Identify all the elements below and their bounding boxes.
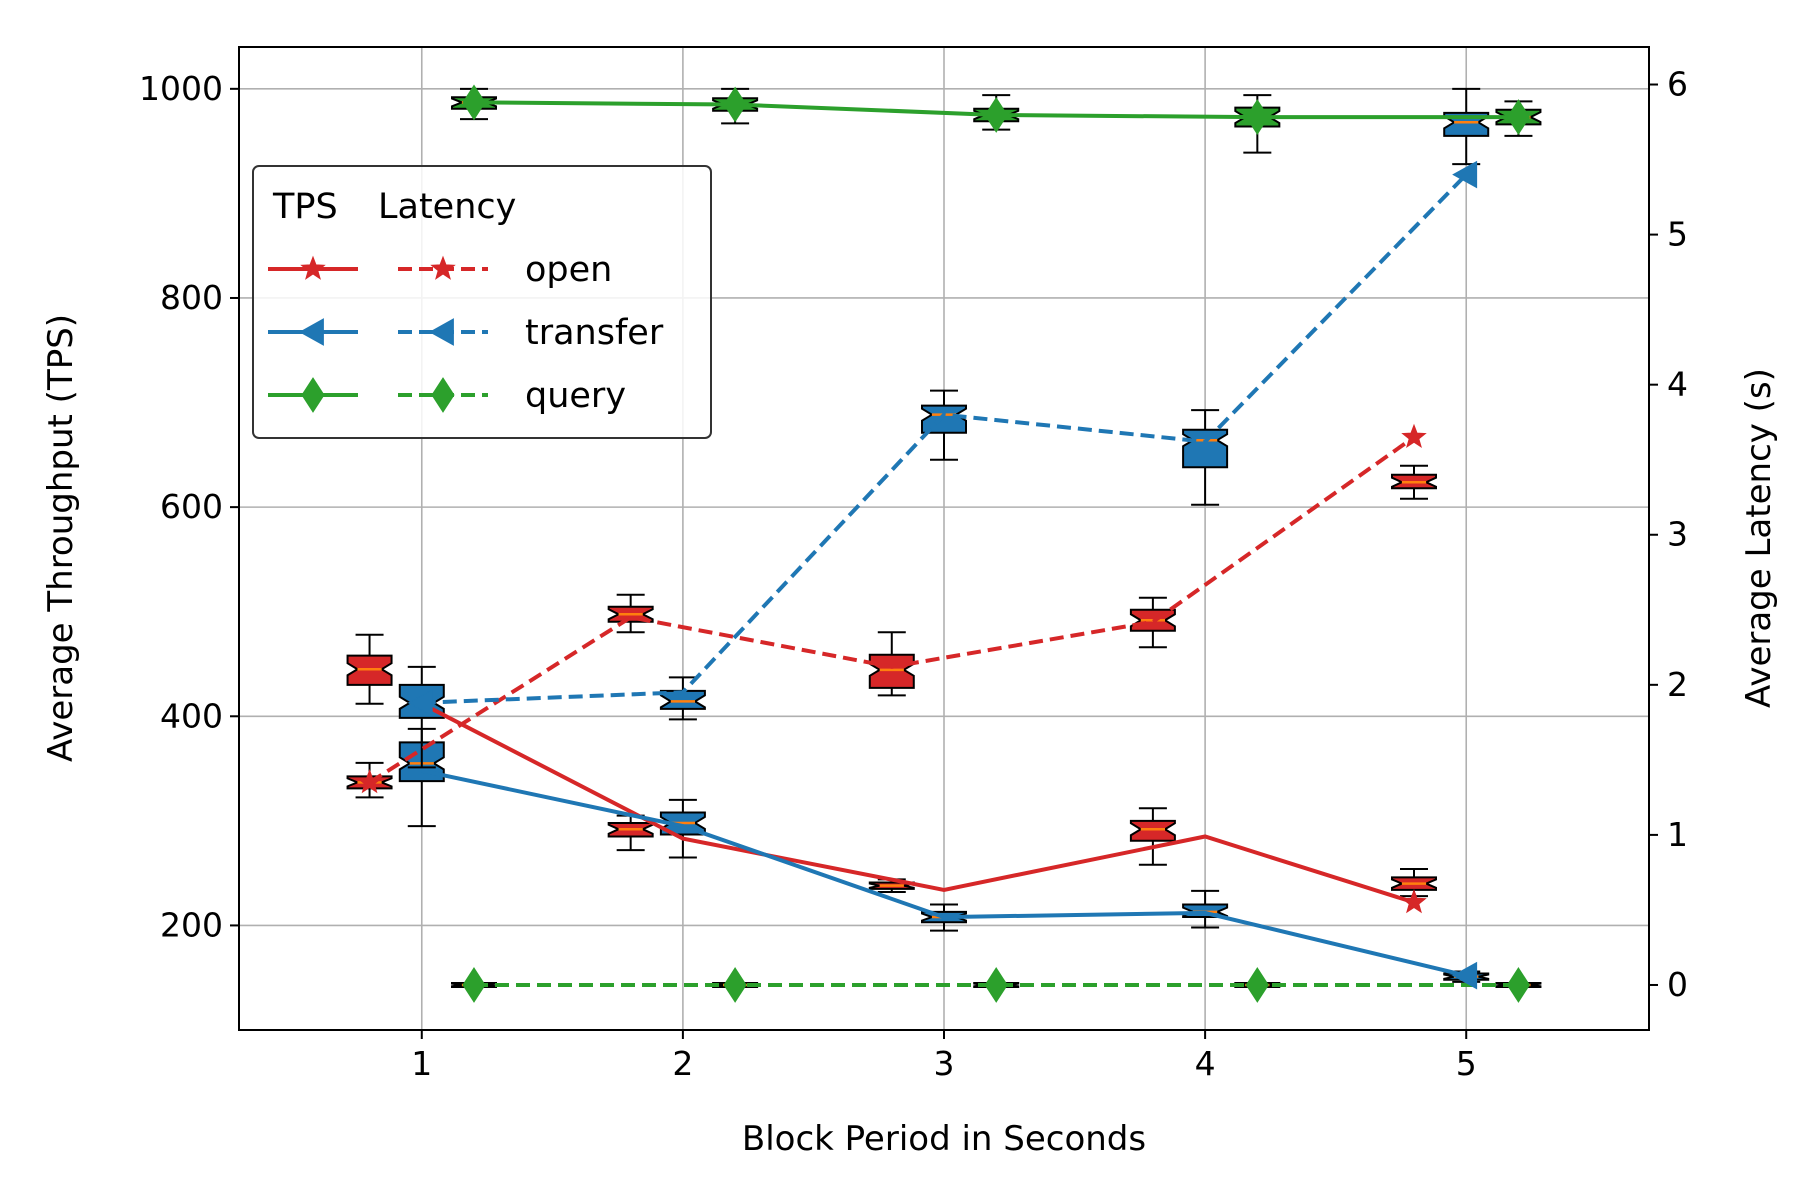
x-tick-label: 3 bbox=[934, 1044, 955, 1083]
legend: TPS Latency open transfer query bbox=[252, 165, 712, 439]
series-marker-query bbox=[1506, 99, 1531, 135]
y-tick-label-right: 0 bbox=[1667, 965, 1688, 1004]
series-marker-query bbox=[984, 97, 1008, 133]
x-tick-label: 4 bbox=[1195, 1044, 1216, 1083]
boxplot bbox=[346, 633, 393, 705]
y-tick-label-right: 4 bbox=[1667, 365, 1688, 404]
legend-header-latency: Latency bbox=[378, 187, 516, 227]
series-marker-query bbox=[1245, 967, 1269, 1003]
legend-marker-tps-transfer bbox=[298, 318, 324, 346]
series-marker-query bbox=[1245, 99, 1269, 135]
y-tick-label-right: 1 bbox=[1667, 815, 1688, 854]
y-tick-label-left: 800 bbox=[160, 278, 223, 317]
series-marker-query bbox=[1506, 967, 1531, 1003]
boxplot-box bbox=[659, 689, 706, 710]
boxplot bbox=[1391, 464, 1437, 500]
axes: 1 2 3 4 5 200 400 600 800 1000 0 1 2 3 4 5 6 bbox=[139, 65, 1688, 1083]
legend-label-open: open bbox=[525, 250, 612, 290]
x-tick-label: 5 bbox=[1456, 1044, 1477, 1083]
legend-label-query: query bbox=[525, 376, 626, 416]
series-marker-query bbox=[723, 967, 747, 1003]
series-marker-transfer bbox=[1452, 160, 1478, 189]
series-line-open-latency bbox=[368, 435, 1416, 785]
boxplot-box bbox=[1129, 819, 1176, 842]
series-marker-query bbox=[462, 967, 486, 1003]
x-tick-label: 2 bbox=[672, 1044, 693, 1083]
series-marker-open bbox=[1401, 423, 1427, 449]
boxplot bbox=[659, 676, 706, 721]
legend-marker-latency-query bbox=[431, 377, 455, 413]
legend-marker-latency-open bbox=[430, 255, 456, 280]
series-marker-query bbox=[723, 86, 747, 123]
y-axis-title-left: Average Throughput (TPS) bbox=[41, 314, 81, 762]
y-tick-label-left: 400 bbox=[160, 696, 223, 735]
y-tick-label-left: 1000 bbox=[139, 69, 223, 108]
boxplot bbox=[868, 631, 915, 697]
legend-box bbox=[252, 165, 712, 439]
y-tick-label-right: 5 bbox=[1667, 215, 1688, 254]
x-tick-label: 1 bbox=[411, 1044, 432, 1083]
plot-area bbox=[346, 84, 1542, 1003]
y-tick-label-left: 200 bbox=[160, 905, 223, 944]
boxplot-box bbox=[921, 404, 967, 434]
series-line-open-tps bbox=[420, 701, 1415, 905]
boxplot-box bbox=[868, 653, 915, 689]
boxplot-box bbox=[1182, 428, 1229, 469]
y-tick-label-right: 2 bbox=[1667, 665, 1688, 704]
y-tick-label-left: 600 bbox=[160, 487, 223, 526]
y-axis-title-right: Average Latency (s) bbox=[1739, 368, 1779, 708]
y-tick-label-right: 6 bbox=[1667, 65, 1688, 104]
legend-marker-latency-transfer bbox=[428, 318, 454, 346]
legend-header-tps: TPS bbox=[272, 187, 338, 227]
series-marker-query bbox=[984, 967, 1008, 1003]
x-axis-title: Block Period in Seconds bbox=[742, 1119, 1146, 1159]
series-line-transfer-tps bbox=[421, 768, 1467, 978]
series-marker-transfer bbox=[1452, 961, 1478, 990]
series-marker-open bbox=[1401, 888, 1427, 914]
legend-label-transfer: transfer bbox=[525, 313, 664, 353]
series-marker-open bbox=[356, 768, 383, 794]
y-tick-label-right: 3 bbox=[1667, 515, 1688, 554]
boxplot bbox=[921, 389, 967, 461]
series-marker-transfer bbox=[407, 688, 433, 717]
legend-marker-tps-query bbox=[301, 377, 325, 413]
series-marker-query bbox=[462, 84, 486, 121]
series-line-transfer-latency bbox=[421, 173, 1468, 705]
legend-marker-tps-open bbox=[300, 255, 326, 280]
